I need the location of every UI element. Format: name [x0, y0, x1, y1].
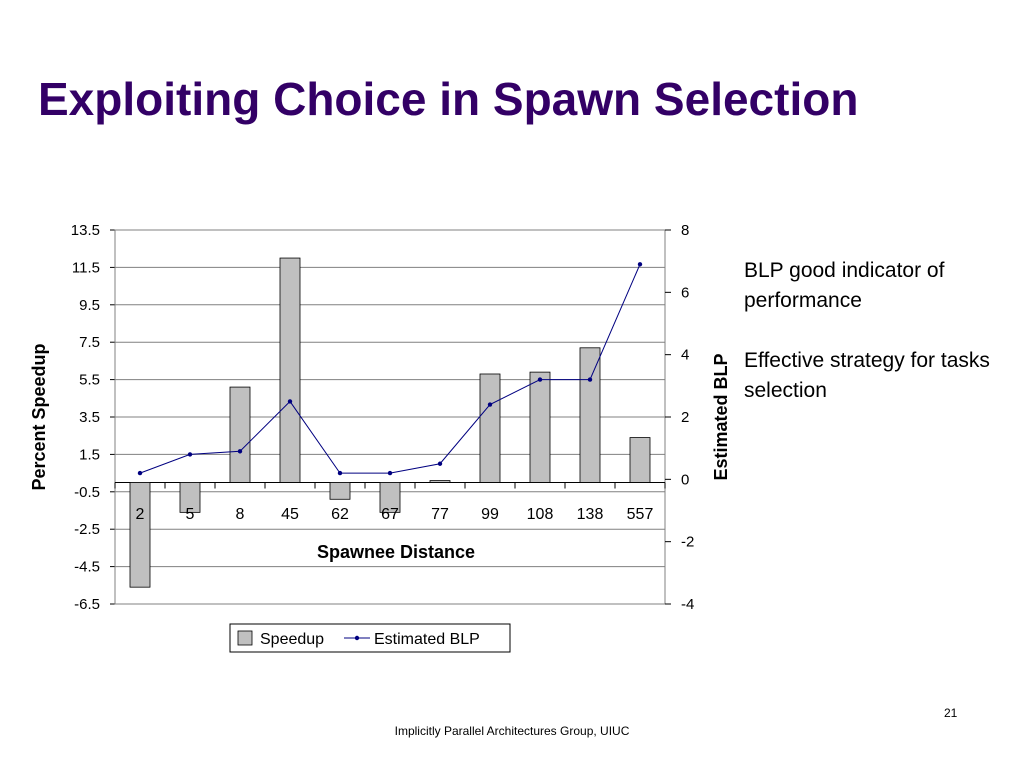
blp-point [287, 399, 293, 404]
blp-point [587, 377, 593, 382]
x-tick-label: 77 [431, 506, 449, 523]
legend-marker-blp [354, 635, 360, 641]
speedup-bar [429, 480, 451, 483]
speedup-bar [529, 371, 551, 483]
speedup-bar [129, 482, 151, 588]
y-tick-label: 3.5 [79, 409, 100, 426]
y-tick-label: -0.5 [74, 484, 100, 501]
blp-point [637, 262, 643, 267]
speedup-bar [629, 437, 651, 483]
x-tick-label: 67 [381, 506, 399, 523]
y-tick-label: 7.5 [79, 334, 100, 351]
slide-notes: BLP good indicator of performance Effect… [744, 256, 1014, 436]
speedup-bar [329, 482, 351, 500]
speedup-bar [229, 386, 251, 483]
x-tick-label: 108 [527, 506, 554, 523]
x-tick-label: 138 [577, 506, 604, 523]
x-tick-label: 557 [627, 506, 654, 523]
blp-point [237, 449, 243, 454]
speedup-bar [479, 373, 501, 483]
y2-tick-label: 2 [681, 409, 689, 426]
x-tick-label: 5 [186, 506, 195, 523]
blp-point [387, 470, 393, 476]
legend-box [229, 623, 511, 653]
combo-chart: 13.5 11.5 9.5 7.5 5.5 3.5 1.5 -0.5 -2.5 -4.5 -6.5 8… [29, 222, 731, 653]
legend-label-speedup: Speedup [260, 631, 324, 648]
y-axis-title: Percent Speedup [29, 343, 49, 490]
blp-line [139, 264, 641, 474]
y2-tick-label: 6 [681, 284, 689, 301]
blp-point [337, 470, 343, 476]
x-tick-label: 45 [281, 506, 299, 523]
page-number: 21 [944, 706, 958, 720]
blp-point [187, 452, 193, 457]
x-tick-label: 8 [236, 506, 245, 523]
blp-point [137, 470, 143, 476]
x-tick-label: 2 [136, 506, 145, 523]
slide-title: Exploiting Choice in Spawn Selection [38, 73, 859, 125]
blp-point [537, 377, 543, 382]
y-tick-label: 9.5 [79, 297, 100, 314]
speedup-bar [379, 482, 401, 513]
y2-tick-label: -4 [681, 596, 694, 613]
legend-swatch-speedup [237, 630, 253, 646]
blp-point [487, 402, 493, 407]
y-tick-label: 5.5 [79, 372, 100, 389]
speedup-bar [579, 347, 601, 483]
legend-label-blp: Estimated BLP [374, 631, 480, 648]
footer-text: Implicitly Parallel Architectures Group,… [394, 724, 630, 738]
y-tick-label: -4.5 [74, 559, 100, 576]
y2-tick-label: 0 [681, 471, 689, 488]
x-tick-label: 99 [481, 506, 499, 523]
speedup-bar [279, 257, 301, 483]
blp-point [437, 461, 443, 466]
x-axis-title: Spawnee Distance [317, 542, 475, 562]
note-strategy: Effective strategy for tasks selection [744, 349, 990, 402]
y-tick-label: -2.5 [74, 521, 100, 538]
y2-axis-title: Estimated BLP [711, 353, 731, 480]
y-tick-label: 1.5 [79, 446, 100, 463]
y2-tick-label: 4 [681, 347, 689, 364]
y-tick-label: 13.5 [71, 222, 100, 239]
y-tick-label: 11.5 [72, 259, 100, 276]
y-tick-label: -6.5 [74, 596, 100, 613]
note-blp-indicator: BLP good indicator of performance [744, 259, 945, 312]
speedup-bar [179, 482, 201, 513]
y2-tick-label: 8 [681, 222, 689, 239]
x-tick-label: 62 [331, 506, 349, 523]
y2-tick-label: -2 [681, 534, 694, 551]
